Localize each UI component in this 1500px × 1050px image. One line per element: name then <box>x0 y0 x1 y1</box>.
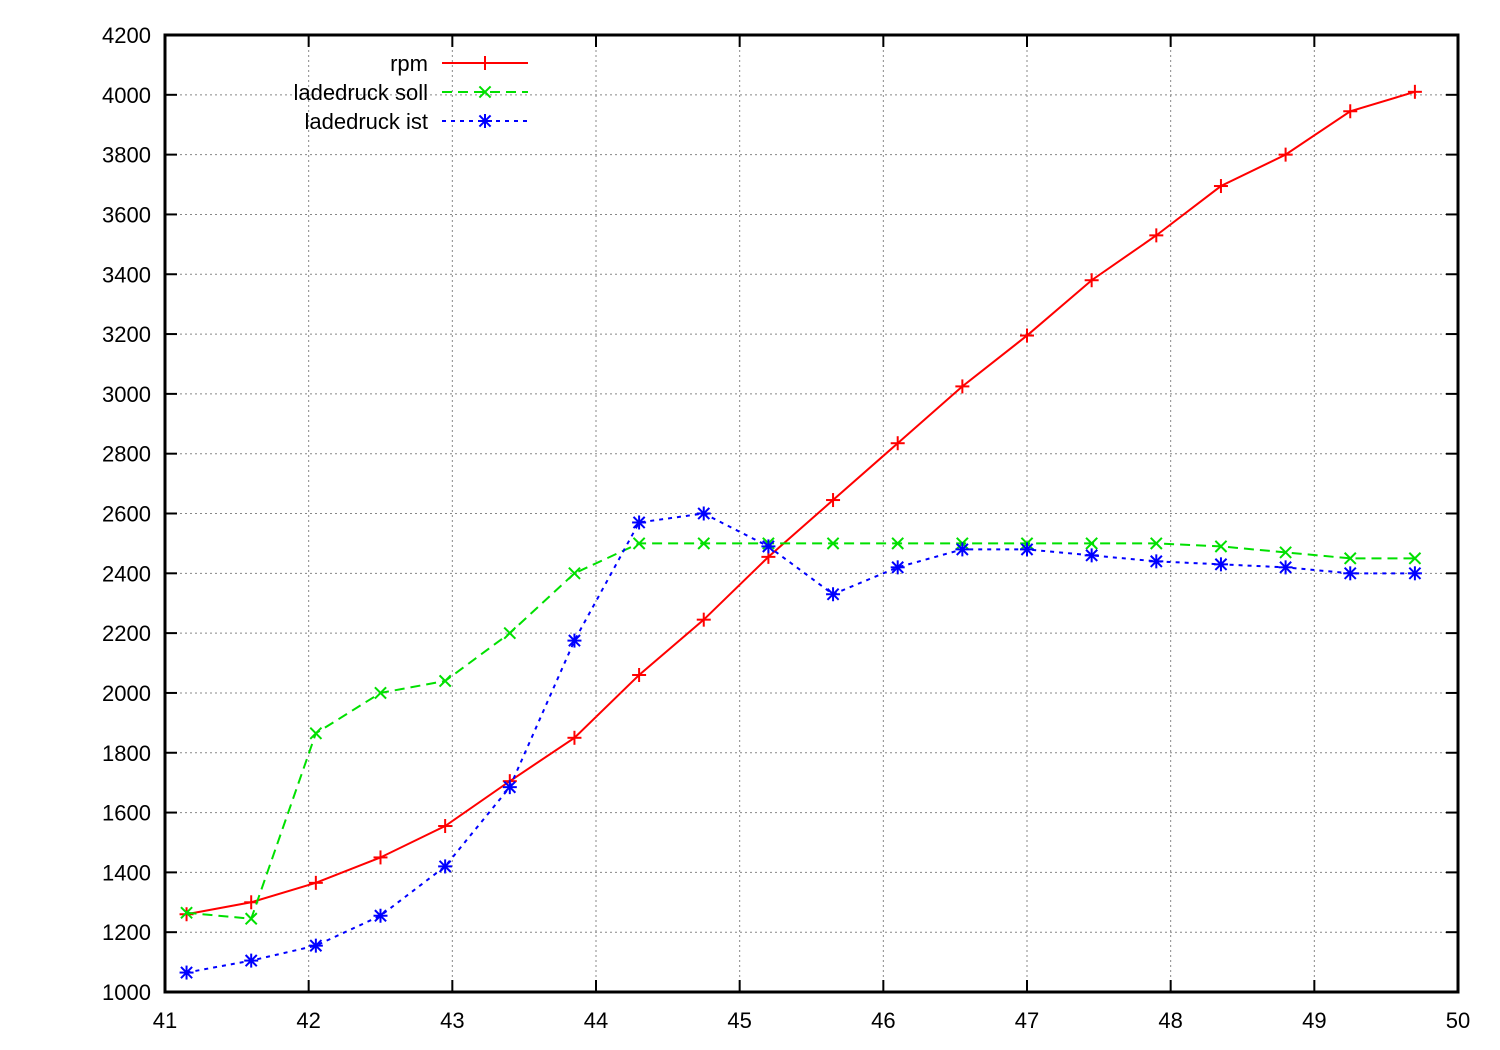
data-point-ladedruck-soll <box>180 906 193 920</box>
data-point-rpm <box>1213 179 1228 194</box>
data-point-ladedruck-ist <box>1343 566 1358 581</box>
legend-marker-ladedruck-ist <box>478 114 492 128</box>
y-tick-label: 3000 <box>102 382 151 407</box>
x-tick-label: 49 <box>1302 1008 1326 1033</box>
y-tick-label: 3200 <box>102 322 151 347</box>
data-point-ladedruck-ist <box>1407 566 1422 581</box>
data-point-ladedruck-soll <box>632 537 646 550</box>
data-point-rpm <box>438 819 453 834</box>
series-line-ladedruck-soll <box>186 542 1415 920</box>
data-point-rpm <box>826 493 841 508</box>
data-point-rpm <box>567 730 582 745</box>
data-point-ladedruck-soll <box>891 537 905 550</box>
data-point-ladedruck-ist <box>632 515 647 530</box>
series-line-ladedruck-ist <box>186 512 1415 974</box>
data-point-rpm <box>179 907 194 922</box>
legend-label-ladedruck-ist: ladedruck ist <box>304 109 428 134</box>
y-tick-label: 2600 <box>102 502 151 527</box>
data-point-ladedruck-ist <box>1213 557 1228 572</box>
data-point-ladedruck-ist <box>890 560 905 575</box>
data-point-rpm <box>308 875 323 890</box>
data-point-ladedruck-ist <box>438 859 453 874</box>
x-tick-label: 46 <box>871 1008 895 1033</box>
x-tick-label: 45 <box>727 1008 751 1033</box>
data-point-ladedruck-soll <box>1279 546 1292 559</box>
data-point-ladedruck-soll <box>1085 537 1098 550</box>
x-tick-label: 50 <box>1446 1008 1470 1033</box>
data-point-ladedruck-ist <box>1278 560 1293 575</box>
y-tick-label: 1000 <box>102 980 151 1005</box>
y-tick-label: 1800 <box>102 741 151 766</box>
data-point-rpm <box>244 895 259 910</box>
data-point-ladedruck-soll <box>1408 552 1422 565</box>
data-point-ladedruck-ist <box>567 633 582 648</box>
data-point-ladedruck-ist <box>373 908 388 923</box>
data-point-ladedruck-ist <box>502 780 517 795</box>
data-point-rpm <box>1343 104 1358 119</box>
data-point-ladedruck-soll <box>568 567 581 580</box>
x-tick-label: 42 <box>296 1008 320 1033</box>
series-line-rpm <box>186 90 1416 916</box>
data-point-rpm <box>1407 84 1422 99</box>
data-point-rpm <box>1278 147 1293 162</box>
y-tick-label: 2800 <box>102 442 151 467</box>
x-tick-label: 44 <box>584 1008 608 1033</box>
data-point-ladedruck-ist <box>955 542 970 557</box>
data-point-ladedruck-soll <box>1149 537 1163 550</box>
data-point-ladedruck-soll <box>1214 540 1228 553</box>
data-point-rpm <box>1020 328 1034 343</box>
data-point-ladedruck-soll <box>309 727 323 740</box>
y-tick-label: 3400 <box>102 262 151 287</box>
y-tick-label: 2000 <box>102 681 151 706</box>
y-tick-label: 1400 <box>102 860 151 885</box>
data-point-rpm <box>696 612 711 627</box>
data-point-rpm <box>1149 228 1164 243</box>
legend-label-rpm: rpm <box>390 51 428 76</box>
data-point-rpm <box>1084 273 1099 288</box>
data-point-ladedruck-soll <box>1343 552 1357 565</box>
y-tick-label: 1600 <box>102 801 151 826</box>
x-tick-label: 47 <box>1015 1008 1039 1033</box>
series-layer <box>179 84 1422 980</box>
y-tick-label: 2400 <box>102 561 151 586</box>
data-point-ladedruck-ist <box>1020 542 1034 557</box>
data-point-ladedruck-ist <box>308 938 323 953</box>
data-point-ladedruck-ist <box>1149 554 1164 569</box>
data-point-ladedruck-ist <box>696 506 711 521</box>
data-point-ladedruck-ist <box>761 539 776 554</box>
data-point-rpm <box>955 379 970 394</box>
legend-marker-ladedruck-soll <box>478 85 492 99</box>
x-tick-label: 41 <box>153 1008 177 1033</box>
y-tick-label: 3600 <box>102 202 151 227</box>
legend-label-ladedruck-soll: ladedruck soll <box>293 80 428 105</box>
data-point-ladedruck-ist <box>179 965 194 980</box>
data-point-ladedruck-soll <box>244 912 258 926</box>
data-point-ladedruck-ist <box>1084 548 1099 563</box>
legend: rpm ladedruck soll ladedruck ist <box>293 51 528 134</box>
y-tick-label: 1200 <box>102 920 151 945</box>
data-point-ladedruck-soll <box>438 674 452 688</box>
data-point-ladedruck-soll <box>826 537 840 550</box>
data-point-ladedruck-soll <box>503 626 517 640</box>
x-tick-label: 48 <box>1158 1008 1182 1033</box>
y-tick-label: 2200 <box>102 621 151 646</box>
axes: 1000 1200 1400 1600 1800 2000 2200 2400 2600 2800… <box>102 23 1470 1033</box>
data-point-rpm <box>373 850 388 865</box>
data-point-ladedruck-soll <box>697 537 711 550</box>
y-tick-label: 4000 <box>102 83 151 108</box>
data-point-ladedruck-ist <box>244 953 259 968</box>
grid-lines <box>165 35 1458 992</box>
x-tick-label: 43 <box>440 1008 464 1033</box>
y-tick-label: 3800 <box>102 143 151 168</box>
legend-marker-rpm <box>478 56 492 70</box>
data-point-rpm <box>890 436 905 451</box>
data-point-ladedruck-ist <box>826 587 841 602</box>
data-point-rpm <box>632 667 647 682</box>
data-point-ladedruck-soll <box>374 686 387 700</box>
y-tick-label: 4200 <box>102 23 151 48</box>
